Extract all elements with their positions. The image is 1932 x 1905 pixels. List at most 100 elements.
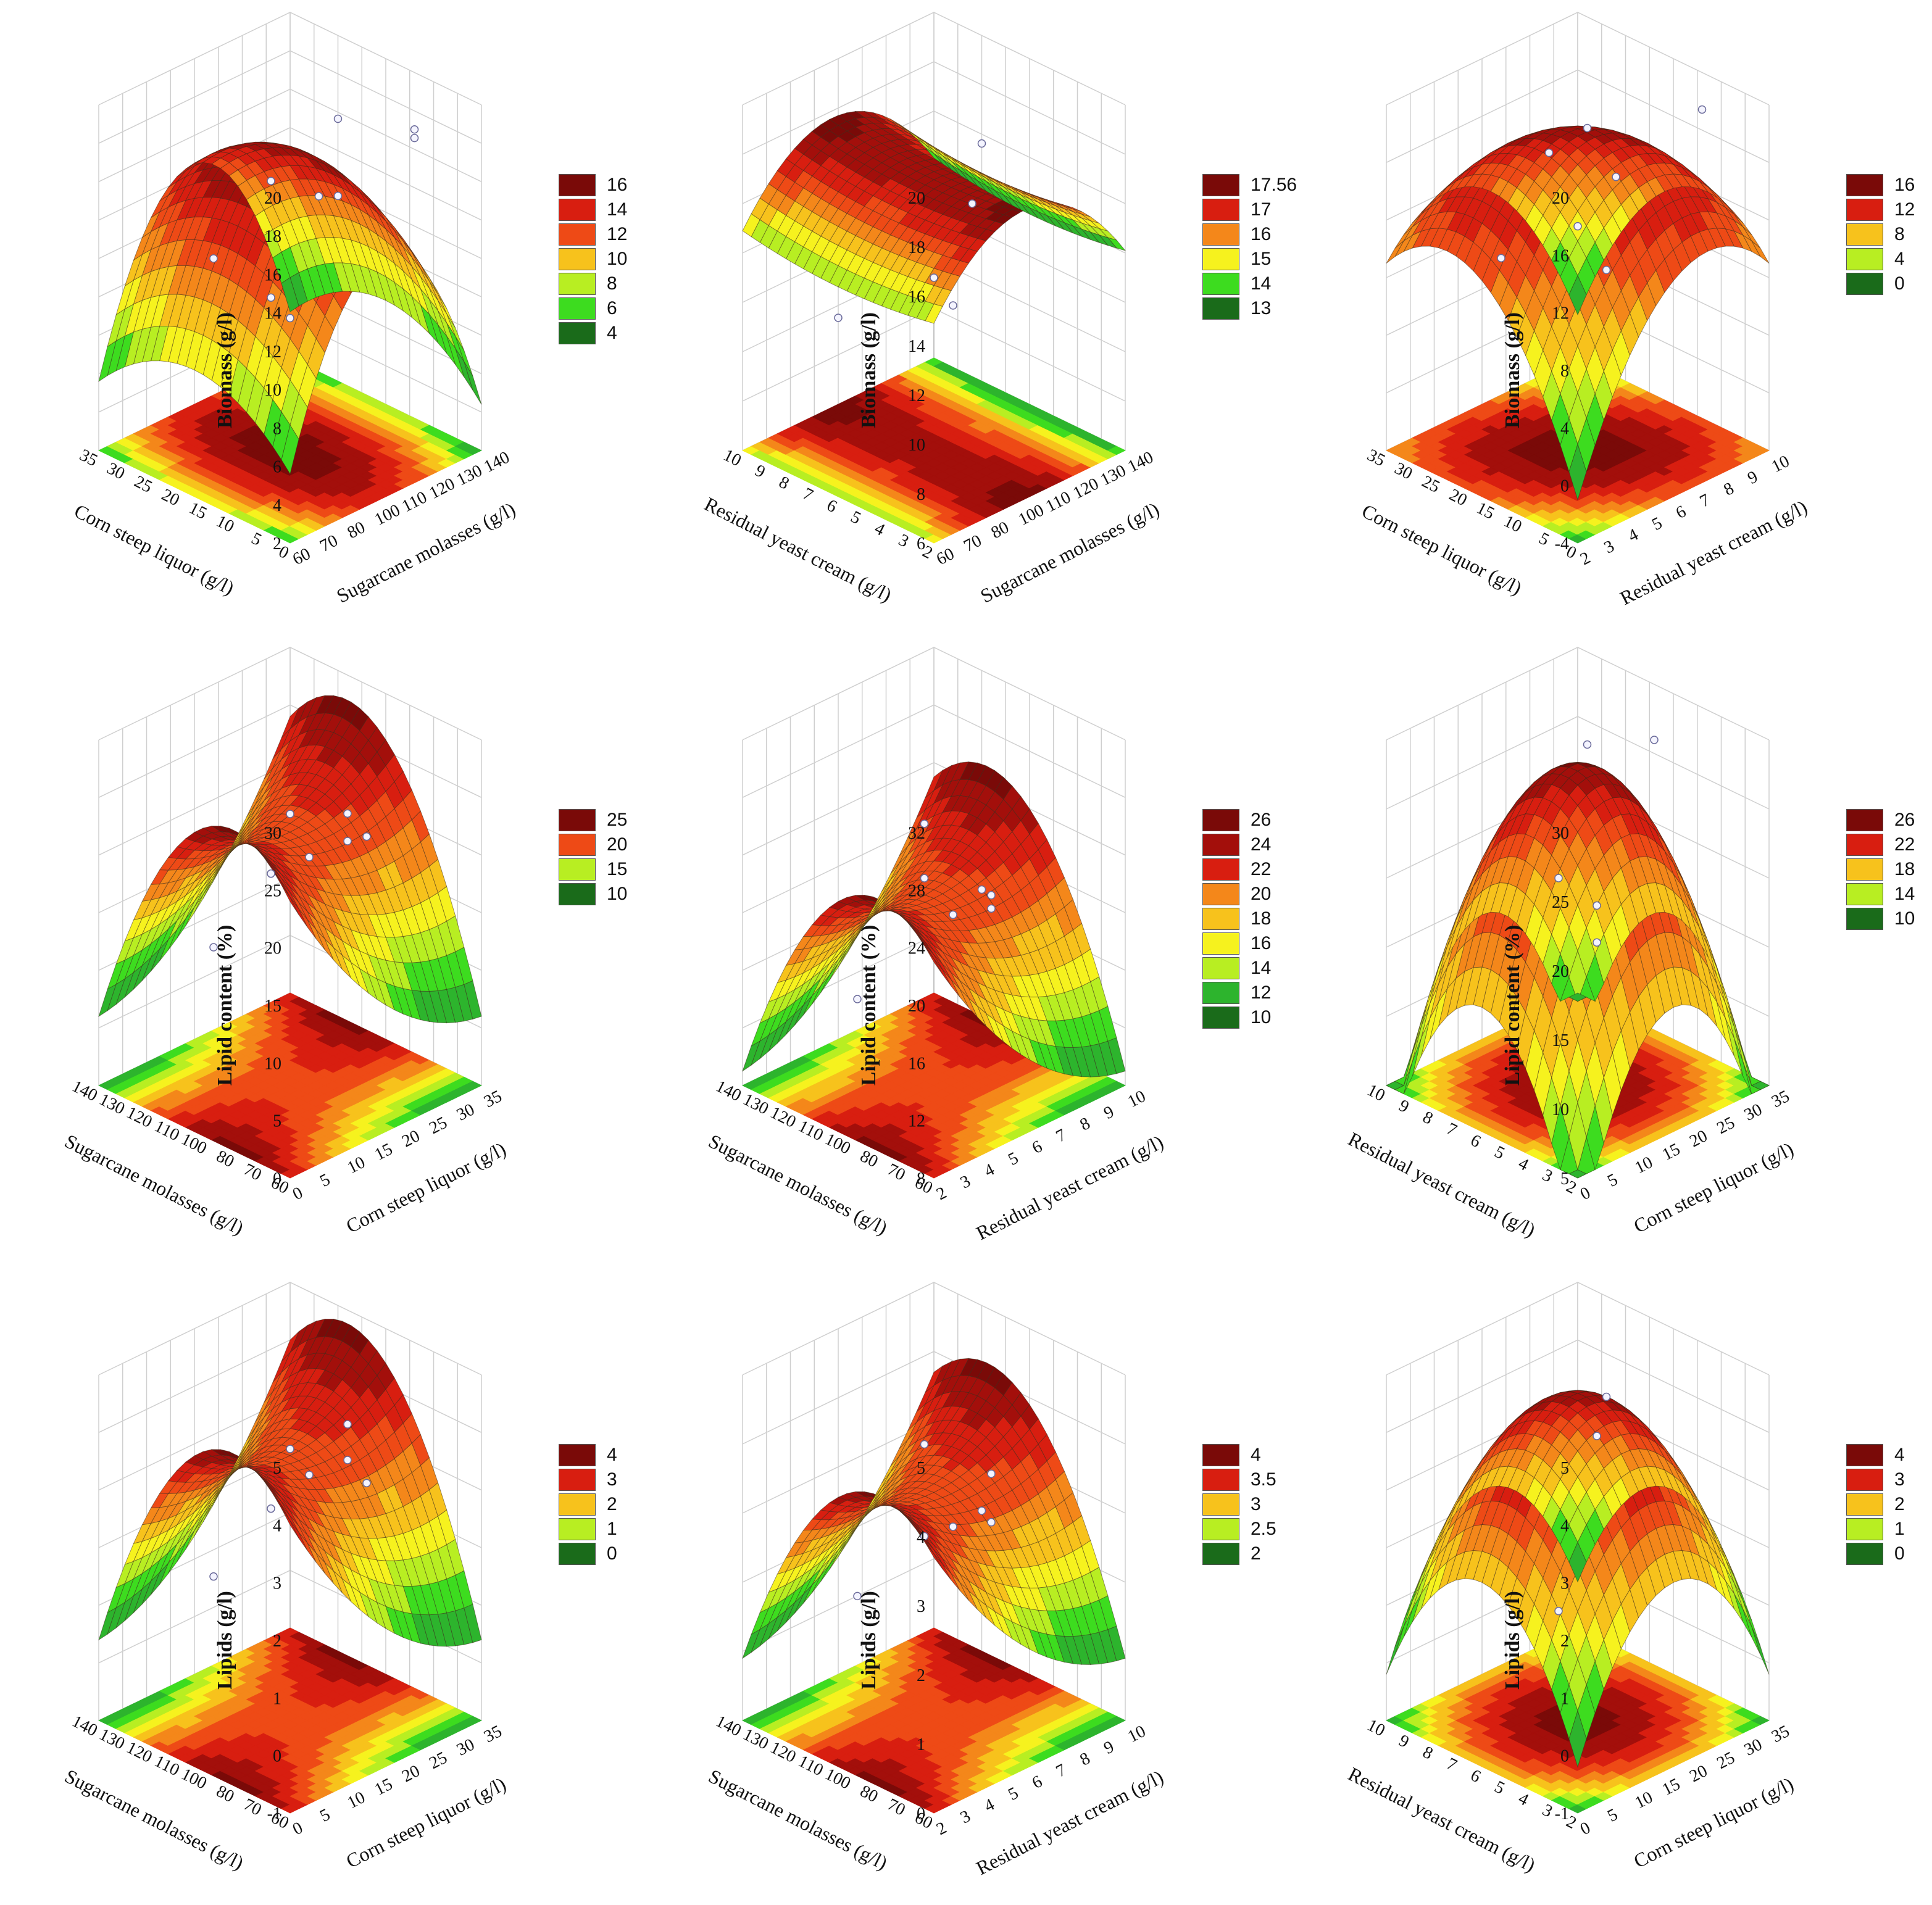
z-tick-label: 25 <box>1552 893 1569 912</box>
legend-label: 8 <box>1894 224 1905 244</box>
design-point <box>977 885 986 894</box>
legend-label: 20 <box>607 834 628 855</box>
legend-label: 13 <box>1251 298 1272 318</box>
x-tick-label: 140 <box>69 1077 100 1106</box>
y-tick-label: 3 <box>1601 537 1618 558</box>
legend-swatch <box>1846 858 1883 881</box>
z-tick-label: 0 <box>1560 477 1569 496</box>
x-tick-label: 5 <box>847 507 864 528</box>
legend-entry: 2 <box>559 1492 682 1517</box>
legend-entry: 17.56 <box>1202 173 1326 197</box>
y-tick-label: 5 <box>1649 513 1665 534</box>
x-tick-label: 4 <box>1515 1154 1532 1175</box>
y-tick-label: 6 <box>1029 1772 1046 1793</box>
legend-label: 14 <box>1894 884 1915 904</box>
y-tick-label: 110 <box>399 488 430 516</box>
legend-label: 16 <box>1251 933 1272 953</box>
legend-swatch <box>1202 982 1239 1004</box>
legend-label: 4 <box>1894 249 1905 269</box>
legend-swatch <box>559 297 596 320</box>
design-point <box>267 293 275 302</box>
z-tick-label: 12 <box>1552 304 1569 323</box>
x-tick-label: 4 <box>1515 1789 1532 1810</box>
legend-label: 3 <box>607 1469 617 1490</box>
legend-swatch <box>1846 908 1883 930</box>
y-tick-label: 5 <box>317 1170 333 1191</box>
design-point <box>286 810 294 818</box>
z-tick-label: 20 <box>1552 962 1569 981</box>
response-surface <box>742 110 1126 324</box>
chart-panel: 5 10 15 20 25 30 Lipid content (%) 2 3 4 5 6 7 8 9 10 Re… <box>1288 635 1931 1270</box>
z-tick-label: 10 <box>264 381 281 400</box>
response-surface <box>742 1358 1126 1665</box>
legend-entry: 15 <box>559 857 682 882</box>
design-point <box>1573 222 1582 231</box>
z-tick-label: 5 <box>273 1459 281 1478</box>
legend-label: 20 <box>1251 884 1272 904</box>
legend-label: 4 <box>607 1445 617 1465</box>
z-axis-title: Lipid content (%) <box>857 925 880 1086</box>
legend-label: 14 <box>607 199 628 220</box>
y-tick-label: 30 <box>454 1735 478 1759</box>
x-tick-label: 5 <box>248 529 265 550</box>
legend-label: 6 <box>607 298 617 318</box>
y-tick-label: 7 <box>1053 1126 1070 1147</box>
y-axis-title: Corn steep liquor (g/l) <box>343 1137 510 1237</box>
legend-swatch <box>559 1543 596 1565</box>
legend-entry: 18 <box>1846 857 1932 882</box>
legend-swatch <box>1846 223 1883 246</box>
z-tick-label: 16 <box>908 288 925 307</box>
z-axis-ticks: 0 5 10 15 20 25 30 <box>264 824 281 1189</box>
z-tick-label: 3 <box>917 1597 925 1616</box>
z-tick-label: 16 <box>1552 246 1569 265</box>
design-point <box>1583 123 1592 133</box>
z-tick-label: 18 <box>264 227 281 246</box>
y-tick-label: 6 <box>1673 502 1689 523</box>
z-tick-label: 16 <box>264 265 281 284</box>
y-tick-label: 80 <box>344 518 368 542</box>
y-tick-label: 20 <box>1686 1761 1710 1786</box>
legend-entry: 3 <box>559 1467 682 1492</box>
legend-entry: 13 <box>1202 296 1326 321</box>
legend-label: 16 <box>1251 224 1272 244</box>
y-tick-label: 4 <box>1625 525 1642 546</box>
legend-label: 15 <box>1251 249 1272 269</box>
z-tick-label: 2 <box>917 1666 925 1685</box>
z-tick-label: 5 <box>917 1459 925 1478</box>
y-tick-label: 3 <box>957 1807 974 1828</box>
legend-swatch <box>1202 199 1239 221</box>
legend-swatch <box>1846 199 1883 221</box>
legend-entry: 3.5 <box>1202 1467 1326 1492</box>
floor-contour <box>742 1627 1126 1814</box>
response-surface <box>1386 1390 1770 1768</box>
y-tick-label: 9 <box>1744 467 1761 488</box>
y-tick-label: 25 <box>427 1748 451 1773</box>
legend-entry: 20 <box>1202 882 1326 907</box>
legend-swatch <box>1202 297 1239 320</box>
legend-label: 18 <box>1251 908 1272 929</box>
y-tick-label: 2 <box>1577 548 1594 569</box>
design-points <box>209 809 371 952</box>
y-axis-title: Corn steep liquor (g/l) <box>343 1772 510 1872</box>
z-tick-label: 10 <box>1552 1100 1569 1119</box>
z-tick-label: 5 <box>1560 1169 1569 1189</box>
x-tick-label: 10 <box>720 446 744 470</box>
design-point <box>1554 874 1563 882</box>
legend-entry: 0 <box>1846 272 1932 296</box>
y-tick-label: 10 <box>344 1153 368 1177</box>
legend-swatch <box>559 273 596 295</box>
z-axis-ticks: -1 0 1 2 3 4 5 <box>267 1459 281 1824</box>
legend-label: 10 <box>607 884 628 904</box>
legend-swatch <box>559 809 596 831</box>
floor-contour <box>742 992 1126 1179</box>
x-axis-title: Sugarcane molasses (g/l) <box>705 1130 891 1239</box>
y-tick-label: 130 <box>1097 461 1129 490</box>
z-tick-label: 20 <box>264 189 281 208</box>
legend-entry: 16 <box>1846 173 1932 197</box>
z-tick-label: 5 <box>1560 1459 1569 1478</box>
x-axis-title: Corn steep liquor (g/l) <box>71 499 238 599</box>
legend-entry: 2.5 <box>1202 1517 1326 1542</box>
design-points <box>853 1440 996 1601</box>
